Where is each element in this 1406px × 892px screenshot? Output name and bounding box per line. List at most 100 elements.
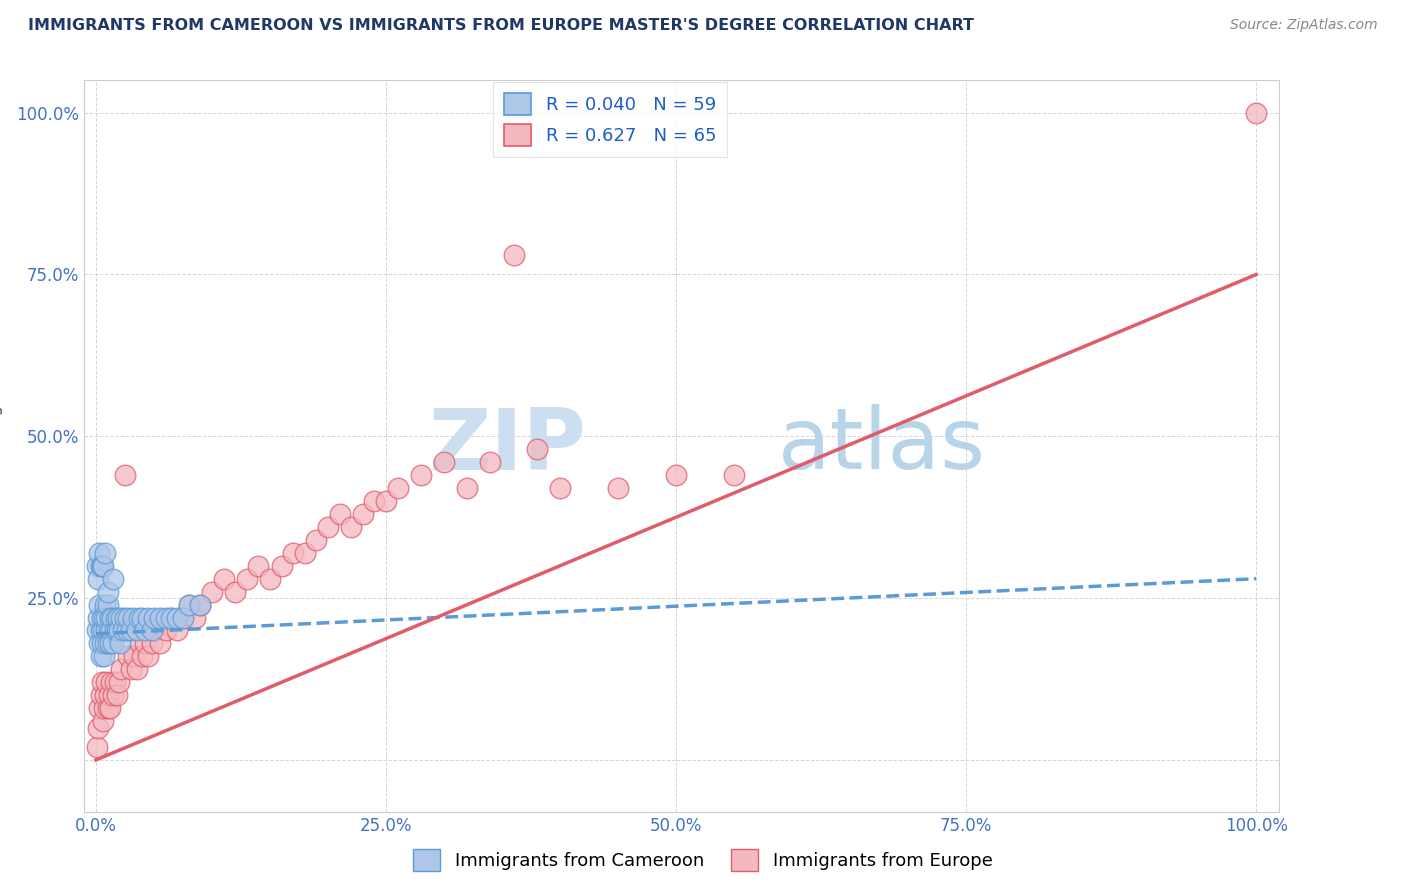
Text: atlas: atlas	[778, 404, 986, 488]
Point	[433, 455, 456, 469]
Point	[90, 558, 112, 573]
Point	[607, 481, 630, 495]
Point	[90, 558, 112, 573]
Point	[98, 636, 121, 650]
Point	[134, 624, 156, 638]
Point	[97, 598, 120, 612]
Point	[283, 546, 305, 560]
Point	[105, 688, 128, 702]
Y-axis label: Master's Degree: Master's Degree	[0, 378, 3, 514]
Point	[93, 610, 115, 624]
Point	[90, 624, 112, 638]
Point	[105, 624, 128, 638]
Point	[114, 468, 136, 483]
Point	[236, 572, 259, 586]
Point	[294, 546, 316, 560]
Point	[90, 636, 112, 650]
Point	[155, 610, 177, 624]
Point	[93, 649, 115, 664]
Point	[129, 636, 152, 650]
Point	[177, 598, 200, 612]
Point	[172, 610, 194, 624]
Point	[131, 610, 153, 624]
Legend: Immigrants from Cameroon, Immigrants from Europe: Immigrants from Cameroon, Immigrants fro…	[406, 842, 1000, 879]
Point	[316, 520, 339, 534]
Point	[87, 572, 110, 586]
Point	[479, 455, 502, 469]
Point	[141, 636, 163, 650]
Point	[97, 701, 120, 715]
Point	[94, 598, 117, 612]
Point	[94, 688, 117, 702]
Point	[149, 610, 172, 624]
Point	[89, 546, 111, 560]
Point	[94, 546, 117, 560]
Point	[247, 558, 270, 573]
Point	[87, 610, 110, 624]
Point	[212, 572, 235, 586]
Point	[114, 610, 136, 624]
Point	[117, 624, 139, 638]
Point	[363, 494, 385, 508]
Point	[166, 624, 188, 638]
Point	[1244, 105, 1267, 120]
Point	[86, 624, 108, 638]
Point	[97, 636, 120, 650]
Point	[352, 507, 374, 521]
Point	[224, 584, 246, 599]
Point	[97, 688, 120, 702]
Point	[93, 701, 115, 715]
Text: ZIP: ZIP	[429, 404, 586, 488]
Point	[143, 624, 166, 638]
Point	[270, 558, 292, 573]
Point	[90, 688, 112, 702]
Point	[98, 610, 121, 624]
Point	[100, 624, 122, 638]
Point	[94, 636, 117, 650]
Point	[131, 649, 153, 664]
Point	[259, 572, 281, 586]
Point	[134, 636, 156, 650]
Point	[183, 610, 205, 624]
Point	[190, 598, 212, 612]
Point	[201, 584, 224, 599]
Point	[97, 624, 120, 638]
Point	[117, 649, 139, 664]
Point	[103, 624, 125, 638]
Point	[120, 624, 142, 638]
Point	[89, 701, 111, 715]
Point	[122, 649, 145, 664]
Point	[96, 610, 118, 624]
Point	[91, 558, 114, 573]
Point	[98, 701, 121, 715]
Point	[143, 610, 166, 624]
Point	[86, 558, 108, 573]
Point	[340, 520, 363, 534]
Point	[89, 598, 111, 612]
Point	[125, 624, 148, 638]
Point	[160, 610, 183, 624]
Point	[409, 468, 432, 483]
Point	[723, 468, 745, 483]
Point	[329, 507, 352, 521]
Point	[136, 649, 159, 664]
Point	[97, 584, 120, 599]
Point	[103, 636, 125, 650]
Point	[665, 468, 688, 483]
Point	[387, 481, 409, 495]
Point	[190, 598, 212, 612]
Point	[305, 533, 328, 547]
Point	[177, 598, 200, 612]
Point	[107, 610, 129, 624]
Point	[96, 624, 118, 638]
Point	[108, 675, 131, 690]
Point	[172, 610, 194, 624]
Point	[120, 662, 142, 676]
Point	[110, 610, 132, 624]
Point	[104, 610, 127, 624]
Point	[90, 675, 112, 690]
Point	[141, 624, 163, 638]
Point	[125, 662, 148, 676]
Point	[103, 675, 125, 690]
Point	[117, 610, 139, 624]
